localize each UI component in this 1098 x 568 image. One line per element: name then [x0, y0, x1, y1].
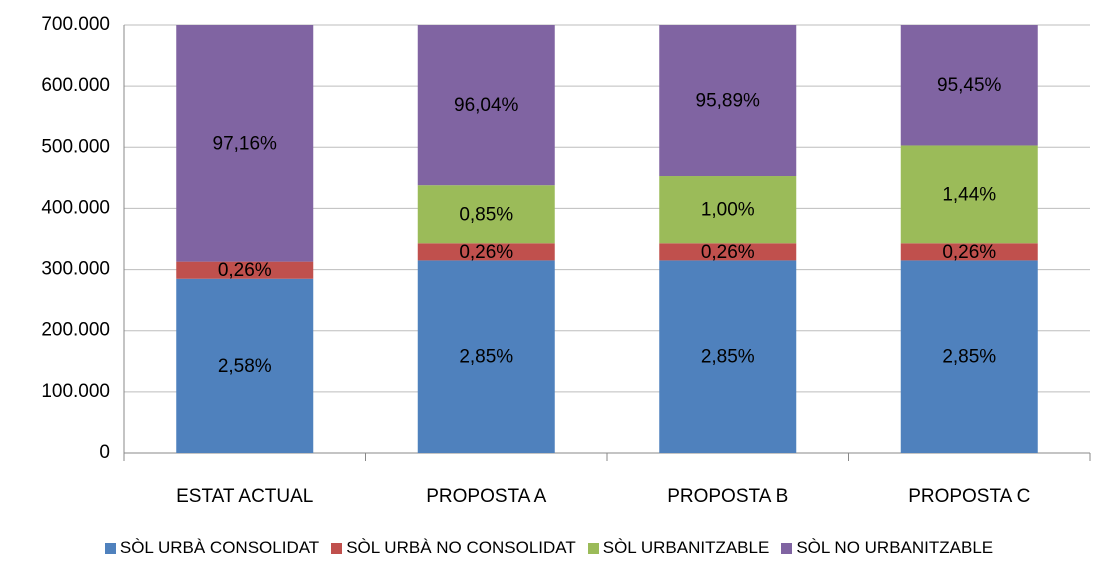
legend-item: SÒL URBÀ CONSOLIDAT: [104, 538, 320, 558]
data-label: 1,00%: [701, 200, 755, 221]
legend-swatch: [587, 542, 599, 554]
x-tick-label: PROPOSTA C: [908, 486, 1030, 507]
data-label: 97,16%: [213, 133, 278, 154]
y-tick-label: 0: [99, 442, 110, 463]
legend-label: SÒL NO URBANITZABLE: [796, 538, 994, 557]
data-label: 2,85%: [942, 347, 996, 368]
legend-label: SÒL URBÀ CONSOLIDAT: [119, 538, 320, 557]
legend-swatch: [104, 542, 116, 554]
data-label: 2,85%: [459, 347, 513, 368]
y-tick-label: 700.000: [41, 14, 110, 35]
x-tick-label: ESTAT ACTUAL: [176, 486, 313, 507]
data-label: 0,26%: [218, 260, 272, 281]
x-tick-label: PROPOSTA B: [667, 486, 788, 507]
bar-segment: [417, 243, 555, 261]
y-tick-label: 400.000: [41, 197, 110, 218]
data-label: 0,26%: [701, 242, 755, 263]
bar-segment: [659, 25, 797, 177]
y-tick-label: 600.000: [41, 75, 110, 96]
y-tick-label: 100.000: [41, 381, 110, 402]
bar-segment: [900, 25, 1038, 146]
y-tick-label: 500.000: [41, 136, 110, 157]
bar-segment: [659, 243, 797, 261]
data-label: 1,44%: [942, 184, 996, 205]
legend-item: SÒL URBANITZABLE: [587, 538, 770, 558]
data-label: 2,58%: [218, 356, 272, 377]
bar-segment: [659, 176, 797, 244]
bar-segment: [417, 185, 555, 244]
legend: SÒL URBÀ CONSOLIDAT SÒL URBÀ NO CONSOLIDA…: [0, 538, 1098, 558]
legend-item: SÒL NO URBANITZABLE: [781, 538, 993, 558]
bar-segment: [176, 25, 314, 262]
legend-label: SÒL URBÀ NO CONSOLIDAT: [346, 538, 576, 557]
legend-label: SÒL URBANITZABLE: [602, 538, 770, 557]
bar-segment: [659, 260, 797, 453]
chart: 0 100.000 200.000 300.000 400.000 500.000 600.…: [41, 14, 1091, 507]
data-label: 96,04%: [454, 95, 519, 116]
bar-segment: [900, 243, 1038, 261]
bar-segment: [417, 25, 555, 186]
bar-segment: [900, 260, 1038, 453]
bar-segment: [176, 261, 314, 279]
data-label: 0,85%: [459, 204, 513, 225]
y-tick-label: 200.000: [41, 320, 110, 341]
x-tick-label: PROPOSTA A: [426, 486, 546, 507]
data-label: 0,26%: [459, 242, 513, 263]
data-label: 0,26%: [942, 242, 996, 263]
legend-swatch: [781, 542, 793, 554]
y-tick-label: 300.000: [41, 259, 110, 280]
legend-swatch: [331, 542, 343, 554]
bar-segment: [417, 260, 555, 453]
data-label: 2,85%: [701, 347, 755, 368]
bar-segment: [900, 145, 1038, 244]
legend-item: SÒL URBÀ NO CONSOLIDAT: [331, 538, 576, 558]
bar-segment: [176, 278, 314, 453]
data-label: 95,45%: [937, 75, 1002, 96]
data-label: 95,89%: [696, 91, 761, 112]
